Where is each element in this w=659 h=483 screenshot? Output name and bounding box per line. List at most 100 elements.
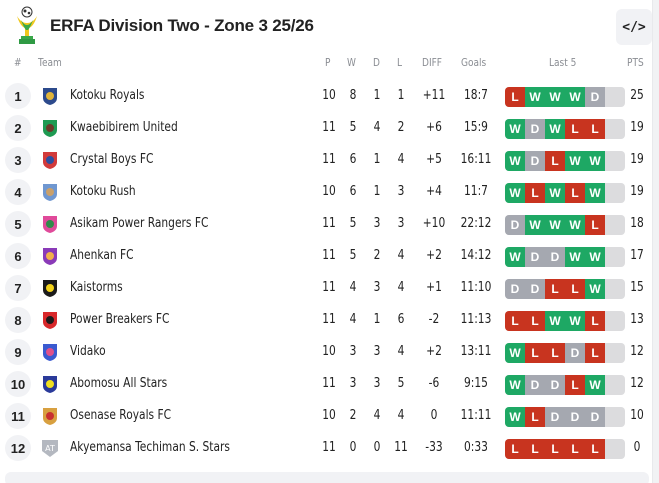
table-row[interactable]: 1 Kotoku Royals 10 8 1 1 +11 18:7 25 L W W W D bbox=[0, 80, 652, 112]
lost-value: 1 bbox=[397, 88, 405, 103]
form-win[interactable]: W bbox=[545, 183, 565, 203]
table-row[interactable]: 11 Osenase Royals FC 10 2 4 4 0 11:11 10 W L D D D bbox=[0, 400, 652, 432]
table-row[interactable]: 7 Kaistorms 11 4 3 4 +1 11:10 15 D D L L W bbox=[0, 272, 652, 304]
form-draw[interactable]: D bbox=[545, 375, 565, 395]
form-loss[interactable]: L bbox=[545, 279, 565, 299]
form-draw[interactable]: D bbox=[585, 407, 605, 427]
form-win[interactable]: W bbox=[565, 311, 585, 331]
form-loss[interactable]: L bbox=[545, 439, 565, 459]
form-win[interactable]: W bbox=[565, 87, 585, 107]
form-win[interactable]: W bbox=[505, 119, 525, 139]
form-loss[interactable]: L bbox=[505, 439, 525, 459]
team-name-link[interactable]: Kaistorms bbox=[70, 280, 123, 295]
form-loss[interactable]: L bbox=[565, 183, 585, 203]
form-draw[interactable]: D bbox=[525, 247, 545, 267]
form-loss[interactable]: L bbox=[505, 311, 525, 331]
team-name-link[interactable]: Kwaebibirem United bbox=[70, 120, 178, 135]
won-value: 6 bbox=[349, 184, 357, 199]
form-draw[interactable]: D bbox=[525, 151, 545, 171]
team-crest-icon bbox=[43, 216, 57, 233]
team-name-link[interactable]: Abomosu All Stars bbox=[70, 376, 168, 391]
form-win[interactable]: W bbox=[505, 343, 525, 363]
goals-value: 13:11 bbox=[460, 344, 492, 359]
form-loss[interactable]: L bbox=[565, 439, 585, 459]
team-name-link[interactable]: Ahenkan FC bbox=[70, 248, 134, 263]
form-win[interactable]: W bbox=[545, 87, 565, 107]
form-win[interactable]: W bbox=[565, 215, 585, 235]
form-draw[interactable]: D bbox=[525, 279, 545, 299]
table-row[interactable]: 5 Asikam Power Rangers FC 11 5 3 3 +10 22:12 18 D… bbox=[0, 208, 652, 240]
table-row[interactable]: 3 Crystal Boys FC 11 6 1 4 +5 16:11 19 W D L W W bbox=[0, 144, 652, 176]
team-name-link[interactable]: Akyemansa Techiman S. Stars bbox=[70, 440, 230, 455]
table-row[interactable]: 12 AT Akyemansa Techiman S. Stars 11 0 0 11 -33… bbox=[0, 432, 652, 464]
form-win[interactable]: W bbox=[505, 151, 525, 171]
form-loss[interactable]: L bbox=[585, 343, 605, 363]
form-win[interactable]: W bbox=[505, 375, 525, 395]
played-value: 11 bbox=[322, 248, 336, 263]
form-win[interactable]: W bbox=[585, 279, 605, 299]
form-draw[interactable]: D bbox=[565, 343, 585, 363]
form-loss[interactable]: L bbox=[565, 119, 585, 139]
form-loss[interactable]: L bbox=[585, 119, 605, 139]
table-row[interactable]: 2 Kwaebibirem United 11 5 4 2 +6 15:9 19 W D W L L bbox=[0, 112, 652, 144]
form-loss[interactable]: L bbox=[525, 407, 545, 427]
form-draw[interactable]: D bbox=[545, 247, 565, 267]
col-last5: Last 5 bbox=[549, 56, 577, 69]
form-draw[interactable]: D bbox=[525, 375, 545, 395]
form-draw[interactable]: D bbox=[565, 407, 585, 427]
form-win[interactable]: W bbox=[545, 215, 565, 235]
rank-badge: 10 bbox=[5, 371, 31, 397]
team-crest-icon bbox=[43, 312, 57, 329]
scrollbar[interactable] bbox=[652, 0, 659, 483]
form-loss[interactable]: L bbox=[565, 279, 585, 299]
form-win[interactable]: W bbox=[565, 151, 585, 171]
form-win[interactable]: W bbox=[565, 247, 585, 267]
form-loss[interactable]: L bbox=[525, 439, 545, 459]
form-loss[interactable]: L bbox=[585, 311, 605, 331]
page-title: ERFA Division Two - Zone 3 25/26 bbox=[50, 16, 314, 35]
team-crest-icon bbox=[43, 88, 57, 105]
table-row[interactable]: 6 Ahenkan FC 11 5 2 4 +2 14:12 17 W D D W W bbox=[0, 240, 652, 272]
form-loss[interactable]: L bbox=[545, 151, 565, 171]
form-win[interactable]: W bbox=[525, 215, 545, 235]
form-draw[interactable]: D bbox=[585, 87, 605, 107]
form-win[interactable]: W bbox=[585, 183, 605, 203]
form-win[interactable]: W bbox=[525, 87, 545, 107]
form-win[interactable]: W bbox=[545, 311, 565, 331]
form-draw[interactable]: D bbox=[525, 119, 545, 139]
form-win[interactable]: W bbox=[505, 183, 525, 203]
team-name-link[interactable]: Osenase Royals FC bbox=[70, 408, 172, 423]
form-draw[interactable]: D bbox=[505, 215, 525, 235]
team-name-link[interactable]: Asikam Power Rangers FC bbox=[70, 216, 209, 231]
form-loss[interactable]: L bbox=[545, 343, 565, 363]
form-win[interactable]: W bbox=[505, 247, 525, 267]
form-loss[interactable]: L bbox=[585, 215, 605, 235]
team-name-link[interactable]: Kotoku Royals bbox=[70, 88, 145, 103]
form-loss[interactable]: L bbox=[585, 439, 605, 459]
form-loss[interactable]: L bbox=[565, 375, 585, 395]
form-loss[interactable]: L bbox=[525, 183, 545, 203]
form-loss[interactable]: L bbox=[525, 343, 545, 363]
drawn-value: 1 bbox=[373, 184, 381, 199]
embed-code-button[interactable]: </> bbox=[616, 9, 652, 45]
form-draw[interactable]: D bbox=[505, 279, 525, 299]
form-win[interactable]: W bbox=[585, 375, 605, 395]
form-loss[interactable]: L bbox=[525, 311, 545, 331]
team-name-link[interactable]: Kotoku Rush bbox=[70, 184, 136, 199]
form-win[interactable]: W bbox=[585, 151, 605, 171]
table-row[interactable]: 4 Kotoku Rush 10 6 1 3 +4 11:7 19 W L W L W bbox=[0, 176, 652, 208]
form-draw[interactable]: D bbox=[545, 407, 565, 427]
team-name-link[interactable]: Power Breakers FC bbox=[70, 312, 170, 327]
col-diff: DIFF bbox=[422, 56, 442, 69]
form-win[interactable]: W bbox=[505, 407, 525, 427]
team-name-link[interactable]: Vidako bbox=[70, 344, 106, 359]
table-row[interactable]: 8 Power Breakers FC 11 4 1 6 -2 11:13 13 L L W W L bbox=[0, 304, 652, 336]
form-win[interactable]: W bbox=[585, 247, 605, 267]
table-row[interactable]: 10 Abomosu All Stars 11 3 3 5 -6 9:15 12 W D D L W bbox=[0, 368, 652, 400]
table-row[interactable]: 9 Vidako 10 3 3 4 +2 13:11 12 W L L D L bbox=[0, 336, 652, 368]
form-loss[interactable]: L bbox=[505, 87, 525, 107]
form-win[interactable]: W bbox=[545, 119, 565, 139]
team-name-link[interactable]: Crystal Boys FC bbox=[70, 152, 154, 167]
